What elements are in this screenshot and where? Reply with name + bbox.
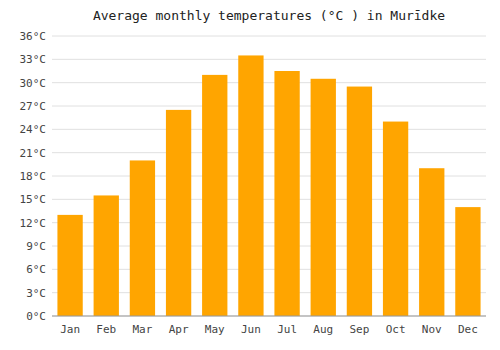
y-tick-label: 0°C: [26, 310, 46, 323]
bar: [274, 71, 299, 316]
bar: [311, 79, 336, 316]
bars: [57, 55, 480, 316]
grid-line: [52, 82, 486, 83]
bar: [202, 75, 227, 316]
y-tick-label: 15°C: [20, 193, 47, 206]
x-tick-label: Jan: [60, 323, 80, 336]
x-axis: Jan Feb Mar Apr May Jun Jul Aug Sep Oct Nov Dec: [60, 323, 478, 336]
chart-title: Average monthly temperatures (°C ) in Mu…: [93, 8, 445, 23]
x-tick-label: Jun: [241, 323, 261, 336]
x-tick-label: Jul: [277, 323, 297, 336]
grid: [52, 36, 486, 316]
x-tick-label: May: [205, 323, 225, 336]
y-tick-label: 33°C: [20, 53, 47, 66]
y-tick-label: 9°C: [26, 240, 46, 253]
y-tick-label: 6°C: [26, 263, 46, 276]
x-tick-label: Oct: [386, 323, 406, 336]
bar: [347, 87, 372, 316]
x-tick-label: Dec: [458, 323, 478, 336]
grid-line: [52, 106, 486, 107]
bar: [455, 207, 480, 316]
grid-line: [52, 59, 486, 60]
bar: [238, 55, 263, 316]
y-axis: 0°C 3°C 6°C 9°C 12°C 15°C 18°C 21°C 24°C 27°C 30°C…: [20, 30, 47, 323]
y-tick-label: 3°C: [26, 287, 46, 300]
bar: [94, 195, 119, 316]
chart-svg: Average monthly temperatures (°C ) in Mu…: [0, 0, 500, 350]
y-tick-label: 27°C: [20, 100, 47, 113]
bar: [130, 160, 155, 316]
x-tick-label: Mar: [132, 323, 152, 336]
bar: [383, 122, 408, 316]
grid-line: [52, 129, 486, 130]
y-tick-label: 12°C: [20, 217, 47, 230]
x-tick-label: Apr: [169, 323, 189, 336]
x-tick-label: Feb: [96, 323, 116, 336]
x-tick-label: Sep: [349, 323, 369, 336]
y-tick-label: 36°C: [20, 30, 47, 43]
x-tick-label: Nov: [422, 323, 442, 336]
grid-line: [52, 152, 486, 153]
bar: [419, 168, 444, 316]
y-tick-label: 18°C: [20, 170, 47, 183]
x-axis-line: [52, 316, 486, 317]
grid-line: [52, 36, 486, 37]
y-tick-label: 24°C: [20, 123, 47, 136]
grid-line: [52, 316, 486, 317]
y-tick-label: 21°C: [20, 147, 47, 160]
y-tick-label: 30°C: [20, 77, 47, 90]
bar: [57, 215, 82, 316]
x-tick-label: Aug: [313, 323, 333, 336]
chart-container: Average monthly temperatures (°C ) in Mu…: [0, 0, 500, 350]
bar: [166, 110, 191, 316]
